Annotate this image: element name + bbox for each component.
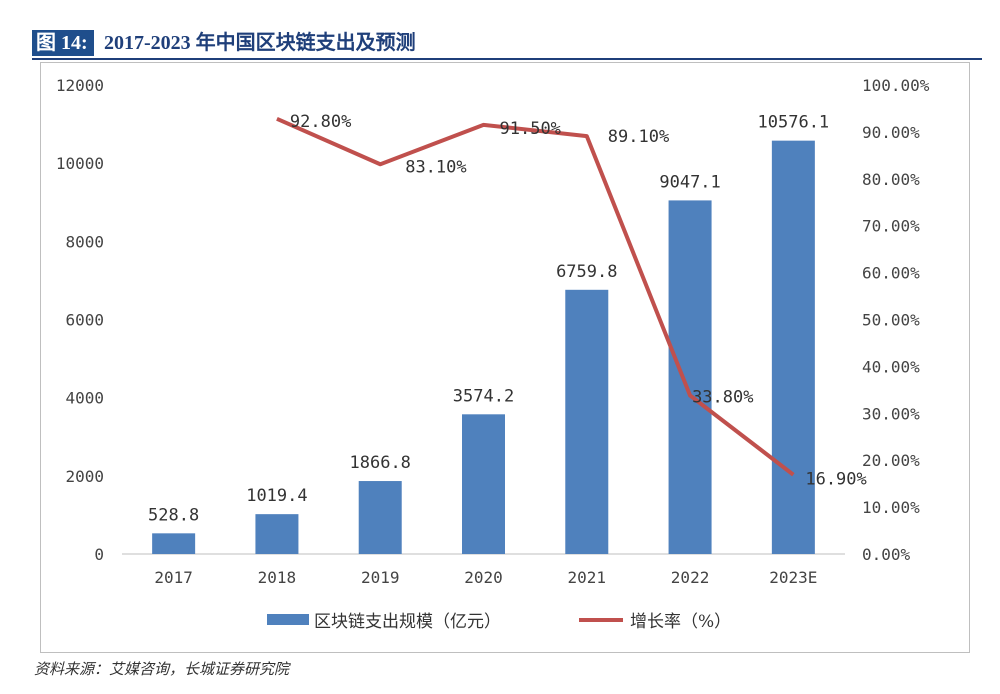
x-tick-label: 2022	[671, 568, 710, 587]
line-data-label: 33.80%	[692, 387, 753, 407]
bar-data-label: 10576.1	[758, 113, 830, 133]
chart-legend: 区块链支出规模（亿元） 增长率（%）	[267, 612, 731, 632]
bar-data-label: 528.8	[148, 505, 199, 525]
bar-data-label: 3574.2	[453, 386, 514, 406]
y-right-tick-label: 0.00%	[862, 545, 911, 564]
bar	[255, 514, 299, 554]
line-data-label: 83.10%	[405, 157, 466, 177]
bar	[358, 481, 402, 554]
bar-data-label: 6759.8	[556, 262, 617, 282]
legend-swatch-bar	[267, 614, 309, 625]
figure-title: 2017-2023 年中国区块链支出及预测	[104, 32, 416, 54]
line-data-label: 92.80%	[290, 112, 351, 132]
y-right-tick-label: 90.00%	[862, 123, 920, 142]
bar	[462, 414, 505, 554]
line-data-label: 16.90%	[805, 470, 866, 490]
growth-rate-line	[276, 116, 795, 477]
y-right-tick-label: 70.00%	[862, 217, 920, 236]
y-left-tick-label: 4000	[65, 389, 104, 408]
y-left-tick-label: 10000	[56, 154, 104, 173]
x-tick-label: 2020	[464, 568, 503, 587]
y-right-tick-label: 50.00%	[862, 311, 920, 330]
y-right-tick-label: 100.00%	[862, 76, 930, 95]
y-right-tick-label: 60.00%	[862, 264, 920, 283]
source-note: 资料来源：艾媒咨询，长城证券研究院	[34, 660, 290, 678]
x-tick-label: 2017	[154, 568, 193, 587]
line-data-label: 89.10%	[608, 127, 669, 147]
x-tick-label: 2023E	[769, 568, 817, 587]
chart-frame	[40, 62, 970, 653]
y-right-tick-label: 10.00%	[862, 498, 920, 517]
y-left-tick-label: 2000	[65, 467, 104, 486]
bar-data-label: 9047.1	[659, 172, 720, 192]
chart-axes: 0 2000 4000 6000 8000 10000 12000 0.00% 10.00% 20…	[56, 76, 930, 587]
y-right-tick-label: 40.00%	[862, 357, 920, 376]
line-data-label: 91.50%	[500, 119, 561, 139]
title-underline	[32, 58, 982, 60]
bar	[668, 200, 712, 554]
line-data-labels: 92.80% 83.10% 91.50% 89.10% 33.80% 16.90%	[290, 112, 867, 490]
line-series	[276, 116, 795, 477]
bar-data-label: 1866.8	[350, 453, 411, 473]
bar	[565, 289, 609, 554]
y-right-tick-label: 80.00%	[862, 170, 920, 189]
bar-data-label: 1019.4	[246, 486, 307, 506]
x-tick-label: 2019	[361, 568, 400, 587]
y-left-tick-label: 8000	[65, 232, 104, 251]
x-tick-label: 2021	[568, 568, 607, 587]
figure-title-bar: 图 14: 2017-2023 年中国区块链支出及预测	[32, 28, 982, 60]
legend-label-bar: 区块链支出规模（亿元）	[314, 612, 501, 632]
bar-data-labels: 528.8 1019.4 1866.8 3574.2 6759.8 9047.1 10576…	[148, 113, 829, 526]
y-left-tick-label: 6000	[65, 311, 104, 330]
bar	[771, 140, 815, 554]
y-right-tick-label: 20.00%	[862, 451, 920, 470]
y-right-tick-label: 30.00%	[862, 404, 920, 423]
x-tick-label: 2018	[258, 568, 297, 587]
bar	[152, 533, 196, 554]
legend-label-line: 增长率（%）	[630, 612, 731, 632]
bar-series	[152, 140, 815, 554]
figure-label: 图 14:	[32, 30, 94, 56]
y-left-tick-label: 0	[94, 545, 104, 564]
y-left-tick-label: 12000	[56, 76, 104, 95]
